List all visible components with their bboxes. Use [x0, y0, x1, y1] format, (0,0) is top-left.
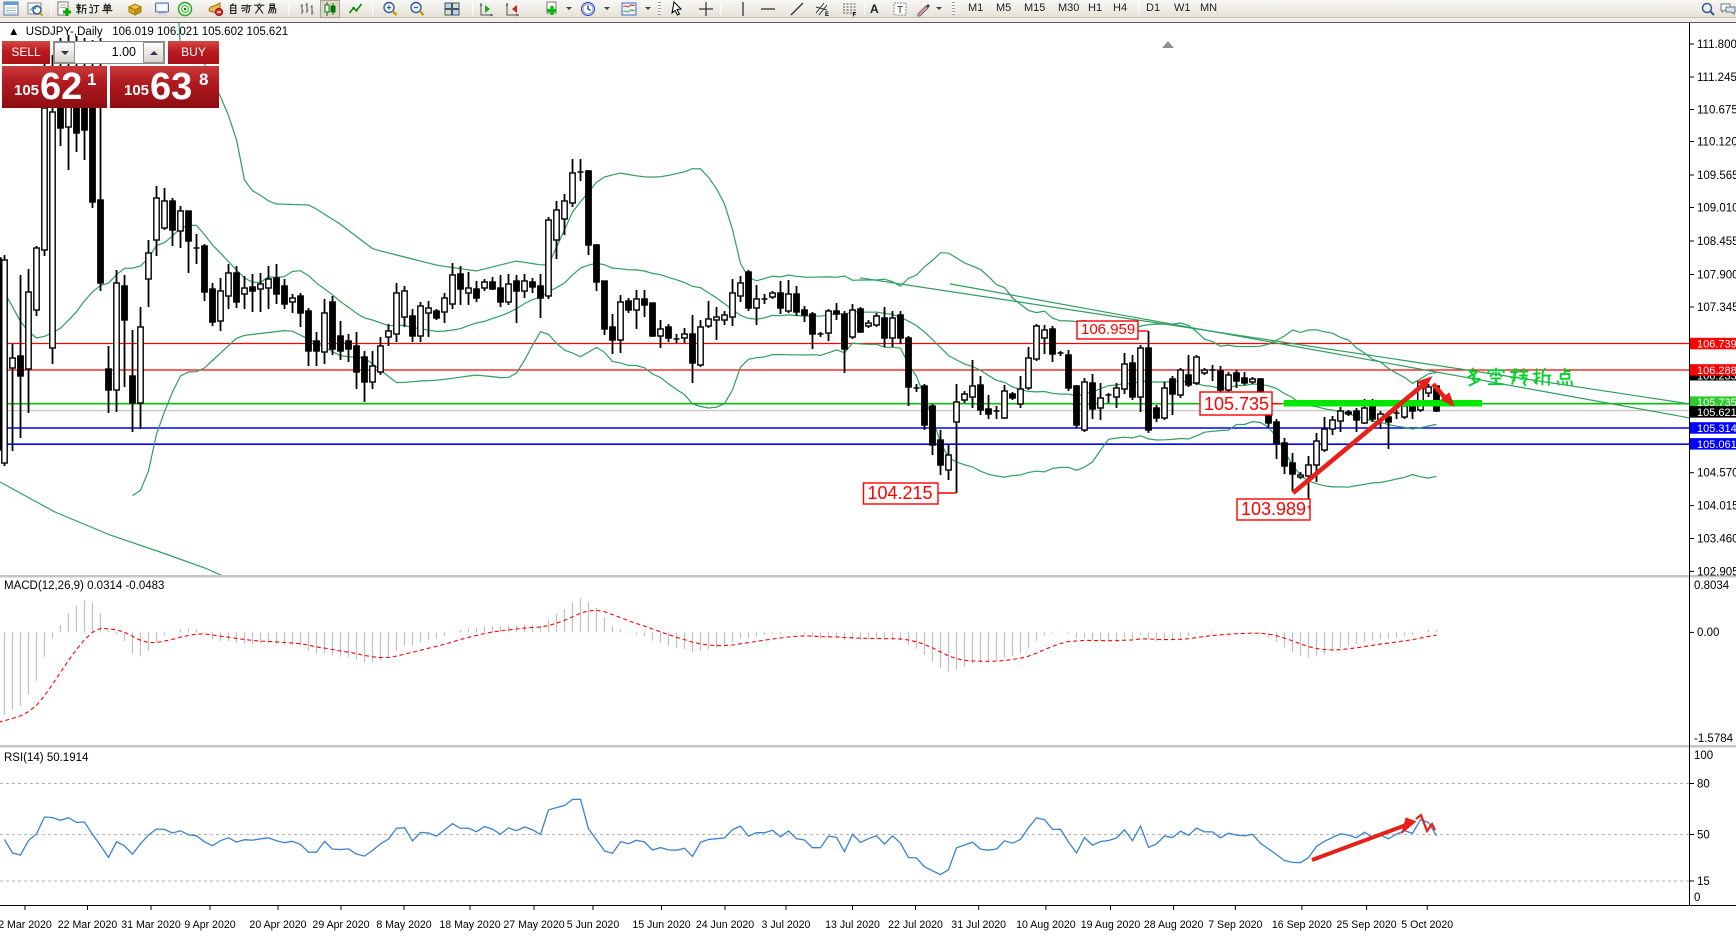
- svg-text:10 Aug 2020: 10 Aug 2020: [1016, 919, 1076, 931]
- svg-text:5 Oct 2020: 5 Oct 2020: [1401, 919, 1453, 931]
- svg-text:3 Jul 2020: 3 Jul 2020: [762, 919, 811, 931]
- svg-text:E: E: [825, 12, 829, 17]
- svg-text:0.8034: 0.8034: [1694, 580, 1730, 592]
- svg-text:0.00: 0.00: [1697, 627, 1719, 639]
- svg-text:107.900: 107.900: [1697, 270, 1736, 282]
- svg-text:28 Aug 2020: 28 Aug 2020: [1144, 919, 1204, 931]
- svg-text:29 Apr 2020: 29 Apr 2020: [312, 919, 369, 931]
- svg-text:15 Jun 2020: 15 Jun 2020: [632, 919, 690, 931]
- svg-text:13 Jul 2020: 13 Jul 2020: [825, 919, 880, 931]
- svg-text:18 May 2020: 18 May 2020: [439, 919, 500, 931]
- svg-text:106.959: 106.959: [1081, 321, 1135, 338]
- svg-text:16 Sep 2020: 16 Sep 2020: [1272, 919, 1332, 931]
- svg-text:22 Jul 2020: 22 Jul 2020: [888, 919, 943, 931]
- svg-text:108.455: 108.455: [1697, 236, 1736, 248]
- svg-text:8 May 2020: 8 May 2020: [376, 919, 431, 931]
- svg-text:-1.5784: -1.5784: [1694, 733, 1734, 745]
- svg-text:100: 100: [1694, 750, 1713, 762]
- svg-text:104.015: 104.015: [1697, 501, 1736, 513]
- svg-text:24 Jun 2020: 24 Jun 2020: [696, 919, 754, 931]
- svg-text:103.989: 103.989: [1241, 499, 1306, 519]
- svg-text:15: 15: [1697, 876, 1710, 888]
- svg-text:107.345: 107.345: [1697, 302, 1736, 314]
- svg-text:111.800: 111.800: [1697, 39, 1736, 51]
- svg-text:110.675: 110.675: [1697, 105, 1736, 117]
- svg-text:105.735: 105.735: [1204, 394, 1269, 414]
- svg-text:RSI(14) 50.1914: RSI(14) 50.1914: [4, 752, 89, 764]
- svg-text:5 Jun 2020: 5 Jun 2020: [567, 919, 620, 931]
- svg-text:MACD(12,26,9) 0.0314 -0.0483: MACD(12,26,9) 0.0314 -0.0483: [4, 580, 164, 592]
- svg-text:104.570: 104.570: [1697, 468, 1736, 480]
- svg-text:106.288: 106.288: [1697, 365, 1736, 377]
- svg-text:105.061: 105.061: [1697, 439, 1736, 451]
- svg-text:50: 50: [1697, 830, 1710, 842]
- svg-text:111.245: 111.245: [1697, 72, 1736, 84]
- svg-text:106.739: 106.739: [1697, 339, 1736, 351]
- svg-text:105.621: 105.621: [1697, 407, 1736, 419]
- svg-text:105.314: 105.314: [1697, 423, 1736, 435]
- svg-text:109.565: 109.565: [1697, 170, 1736, 182]
- svg-text:0: 0: [1694, 892, 1700, 904]
- svg-text:31 Jul 2020: 31 Jul 2020: [951, 919, 1006, 931]
- svg-text:2 Mar 2020: 2 Mar 2020: [0, 919, 52, 931]
- svg-text:F: F: [853, 13, 857, 18]
- svg-text:103.460: 103.460: [1697, 534, 1736, 546]
- svg-text:25 Sep 2020: 25 Sep 2020: [1337, 919, 1397, 931]
- svg-text:110.120: 110.120: [1697, 137, 1736, 149]
- svg-text:104.215: 104.215: [868, 483, 933, 503]
- svg-text:19 Aug 2020: 19 Aug 2020: [1081, 919, 1141, 931]
- svg-text:22 Mar 2020: 22 Mar 2020: [58, 919, 118, 931]
- svg-text:20 Apr 2020: 20 Apr 2020: [249, 919, 306, 931]
- svg-text:102.905: 102.905: [1697, 566, 1736, 578]
- svg-text:7 Sep 2020: 7 Sep 2020: [1208, 919, 1262, 931]
- svg-text:T: T: [897, 5, 903, 16]
- svg-text:31 Mar 2020: 31 Mar 2020: [121, 919, 181, 931]
- svg-text:9 Apr 2020: 9 Apr 2020: [184, 919, 235, 931]
- svg-text:27 May 2020: 27 May 2020: [503, 919, 564, 931]
- svg-text:80: 80: [1697, 779, 1710, 791]
- svg-text:109.010: 109.010: [1697, 203, 1736, 215]
